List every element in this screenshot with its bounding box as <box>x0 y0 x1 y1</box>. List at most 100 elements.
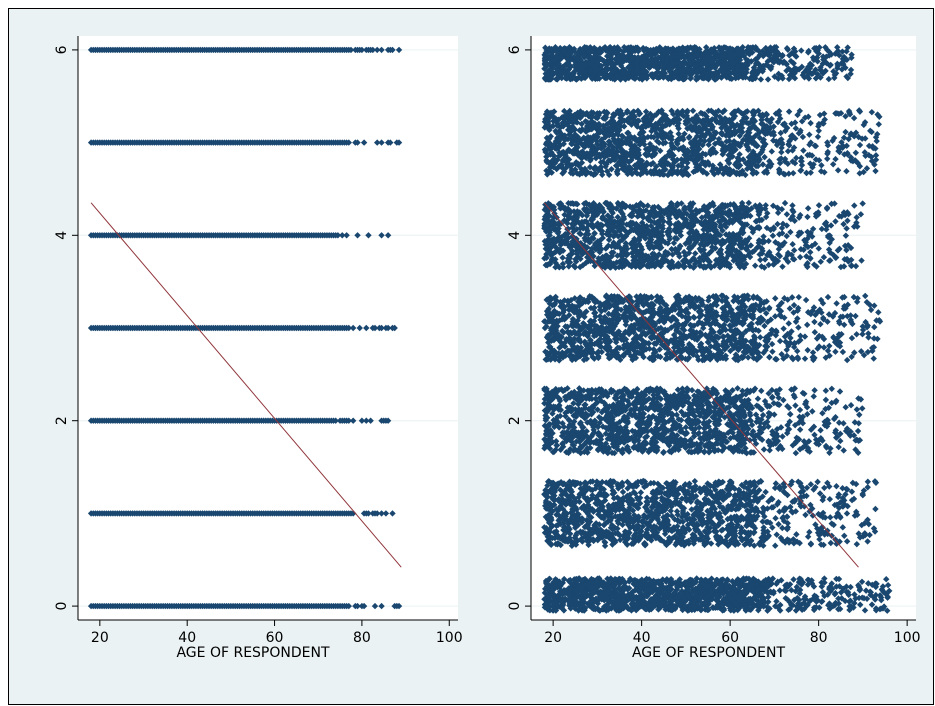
data-point <box>785 65 792 72</box>
data-point <box>713 70 721 78</box>
data-point <box>384 417 392 424</box>
data-point <box>843 142 850 150</box>
data-point <box>373 46 381 54</box>
data-point <box>831 74 838 82</box>
data-point <box>634 123 641 130</box>
data-point <box>860 121 868 129</box>
data-point <box>822 67 829 75</box>
data-point <box>766 158 773 165</box>
data-point <box>541 58 549 66</box>
data-point <box>565 49 573 56</box>
data-point <box>709 59 717 67</box>
x-tick-label: 100 <box>436 630 463 646</box>
data-point <box>542 63 550 71</box>
data-point <box>638 63 646 70</box>
data-point <box>614 144 621 151</box>
data-point <box>627 64 634 71</box>
x-tick-label: 80 <box>353 630 371 646</box>
graph-window: 0 2 4 6 20 40 60 80 100 AGE OF RESPONDENT 0 2 4 6 20 4… <box>8 8 934 705</box>
data-point <box>612 67 619 75</box>
data-point <box>753 59 761 66</box>
data-point <box>639 44 647 52</box>
data-point <box>718 45 725 52</box>
data-point <box>648 61 655 68</box>
data-point <box>787 67 794 74</box>
data-point <box>734 62 741 69</box>
data-point <box>345 139 353 146</box>
data-point <box>590 63 598 70</box>
data-point <box>778 155 785 162</box>
data-point <box>669 156 677 163</box>
data-point <box>752 70 760 78</box>
x-tick-label: 20 <box>91 630 109 646</box>
data-point <box>868 108 876 116</box>
data-point <box>356 324 363 332</box>
data-point <box>365 232 372 239</box>
data-point <box>763 123 770 130</box>
data-point <box>621 75 628 82</box>
data-point <box>745 57 752 64</box>
data-point <box>655 47 662 54</box>
data-point <box>564 55 571 62</box>
data-point <box>703 47 711 54</box>
data-point <box>718 74 725 81</box>
data-point <box>690 62 698 69</box>
data-point <box>742 61 749 68</box>
y-tick-label: 2 <box>54 416 70 425</box>
data-point <box>653 137 661 145</box>
data-point <box>806 69 813 76</box>
data-point <box>334 232 342 239</box>
data-point <box>840 60 847 68</box>
data-point <box>564 73 571 81</box>
data-point <box>792 154 800 162</box>
data-point <box>848 54 855 61</box>
data-point <box>680 76 687 83</box>
data-point <box>729 65 737 72</box>
data-point <box>815 127 822 135</box>
data-point <box>838 66 846 73</box>
data-point <box>555 57 562 65</box>
data-point <box>363 417 370 424</box>
data-point <box>705 59 713 66</box>
data-point <box>591 49 598 57</box>
data-point <box>371 324 379 332</box>
data-point <box>599 67 606 74</box>
data-point <box>703 65 711 73</box>
x-axis-label: AGE OF RESPONDENT <box>176 645 329 661</box>
data-point <box>676 59 684 67</box>
data-point <box>791 74 799 82</box>
data-point <box>583 44 591 51</box>
data-point <box>715 107 722 115</box>
data-point <box>776 115 784 122</box>
data-point <box>565 45 573 52</box>
data-point <box>558 54 565 62</box>
data-point <box>553 52 561 59</box>
data-point <box>696 49 704 56</box>
data-point <box>562 67 570 74</box>
data-point <box>693 66 701 74</box>
data-point <box>545 47 552 54</box>
data-point <box>700 75 708 82</box>
data-point <box>363 324 370 332</box>
data-point <box>750 64 758 71</box>
data-point <box>801 114 809 121</box>
data-point <box>724 69 731 76</box>
data-point <box>779 52 786 59</box>
data-point <box>759 66 767 73</box>
data-point <box>681 53 688 60</box>
data-point <box>774 118 782 126</box>
data-point <box>727 64 734 71</box>
data-point <box>834 167 842 174</box>
data-point <box>726 60 733 67</box>
data-point <box>834 44 841 51</box>
data-point <box>378 46 385 54</box>
data-point <box>711 44 718 52</box>
data-point <box>624 74 631 81</box>
y-tick-label: 4 <box>54 231 70 240</box>
data-point <box>553 48 560 55</box>
data-point <box>701 137 708 145</box>
data-point <box>727 75 735 82</box>
data-point <box>687 74 695 82</box>
data-point <box>378 324 385 332</box>
